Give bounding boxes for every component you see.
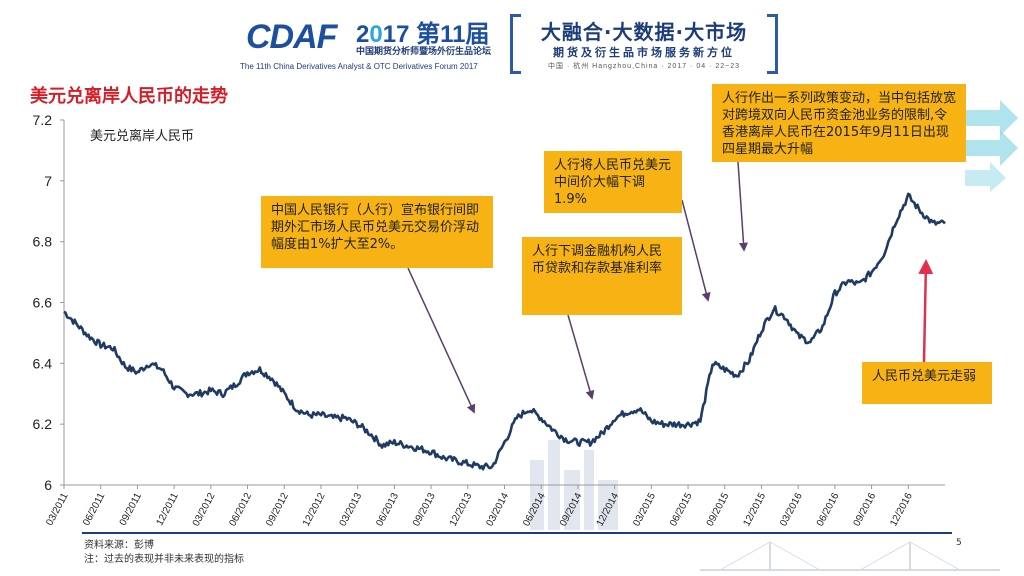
year-mid: 0: [369, 21, 383, 48]
forum-subtitle: 中国期货分析师暨场外衍生品论坛: [356, 47, 492, 57]
x-tick-label: 09/2011: [118, 491, 145, 528]
y-tick-label: 7.2: [33, 112, 53, 128]
x-tick-label: 03/2014: [484, 491, 511, 528]
x-tick-label: 06/2013: [374, 491, 401, 528]
x-tick-label: 03/2016: [778, 491, 805, 528]
slogan-box: 大融合·大数据·大市场 期货及衍生品市场服务新方位 中国 · 杭州 Hangzh…: [510, 14, 778, 80]
bracket-right: [767, 14, 778, 74]
y-tick-label: 6.2: [33, 416, 53, 432]
forum-name-en: The 11th China Derivatives Analyst & OTC…: [240, 62, 478, 71]
year-prefix: 2: [356, 21, 370, 48]
x-tick-label: 12/2016: [888, 491, 915, 528]
callout-arrows: [407, 161, 934, 414]
series-line: [63, 192, 946, 471]
x-tick-label: 06/2014: [521, 491, 548, 528]
y-tick-label: 7: [44, 173, 52, 189]
bridge-watermark-icon: [700, 541, 1000, 571]
source-note: 资料来源：彭博: [84, 540, 154, 551]
callout-rmb-weak: 人民币兑美元走弱: [862, 362, 992, 404]
year-suffix: 17 第11届: [382, 21, 490, 48]
page-number: 5: [956, 538, 962, 548]
y-tick-label: 6.8: [33, 234, 53, 250]
arrow-pboc-band: [407, 267, 476, 414]
x-tick-label: 06/2011: [81, 491, 108, 528]
callout-devaluation: 人行将人民币兑美元中间价大幅下调1.9%: [544, 151, 682, 213]
x-tick-label: 12/2011: [154, 491, 181, 528]
forum-logo: CDAF: [246, 18, 337, 56]
x-tick-label: 06/2012: [228, 491, 255, 528]
slogan-sub: 期货及衍生品市场服务新方位: [553, 46, 735, 59]
x-tick-label: 03/2015: [631, 491, 658, 528]
arrow-devaluation: [681, 199, 711, 302]
slide-title: 美元兑离岸人民币的走势: [30, 86, 228, 107]
x-tick-label: 12/2013: [448, 491, 475, 528]
footer-divider: [82, 532, 952, 534]
x-tick-label: 09/2016: [852, 491, 879, 528]
callout-pboc-band: 中国人民银行（人行）宣布银行间即期外汇市场人民币兑美元交易价浮动幅度由1%扩大至…: [261, 196, 493, 268]
legend-label: 美元兑离岸人民币: [90, 128, 194, 144]
slogan-main: 大融合·大数据·大市场: [540, 20, 748, 44]
slide-header: CDAF 2017 第11届 中国期货分析师暨场外衍生品论坛 The 11th …: [0, 0, 1024, 82]
bracket-left: [510, 14, 521, 74]
x-tick-label: 06/2016: [815, 491, 842, 528]
x-tick-label: 03/2013: [338, 491, 365, 528]
callout-policy-changes: 人行作出一系列政策变动，当中包括放宽对跨境双向人民币资金池业务的限制,令香港离岸…: [712, 84, 966, 162]
slogan-location: 中国 · 杭州 Hangzhou,China · 2017 · 04 · 22~…: [548, 63, 740, 70]
x-tick-label: 12/2014: [595, 491, 622, 528]
y-tick-label: 6.6: [33, 295, 53, 311]
x-tick-label: 09/2014: [558, 491, 585, 528]
x-tick-label: 09/2013: [411, 491, 438, 528]
x-tick-label: 09/2015: [705, 491, 732, 528]
x-tick-label: 09/2012: [264, 491, 291, 528]
y-tick-label: 6.4: [33, 355, 53, 371]
disclaimer-note: 注：过去的表现并非未来表现的指标: [84, 554, 244, 565]
x-axis: 03/2011 06/2011 09/2011 12/2011 03/2012 06/20…: [44, 484, 945, 528]
y-tick-label: 6: [44, 477, 52, 493]
x-tick-label: 03/2011: [44, 491, 71, 528]
decorative-arrows-icon: [965, 100, 1018, 192]
y-axis: 7.2 7 6.8 6.6 6.4 6.2 6: [33, 112, 65, 493]
x-tick-label: 06/2015: [668, 491, 695, 528]
arrow-policy-changes: [737, 161, 748, 252]
x-tick-label: 12/2015: [741, 491, 768, 528]
x-tick-label: 03/2012: [191, 491, 218, 528]
arrow-rmb-weak: [918, 259, 934, 363]
x-tick-label: 12/2012: [301, 491, 328, 528]
callout-rate-cut: 人行下调金融机构人民币贷款和存款基准利率: [522, 237, 682, 315]
forum-edition: 2017 第11届: [356, 14, 489, 49]
arrow-rate-cut: [567, 314, 595, 400]
